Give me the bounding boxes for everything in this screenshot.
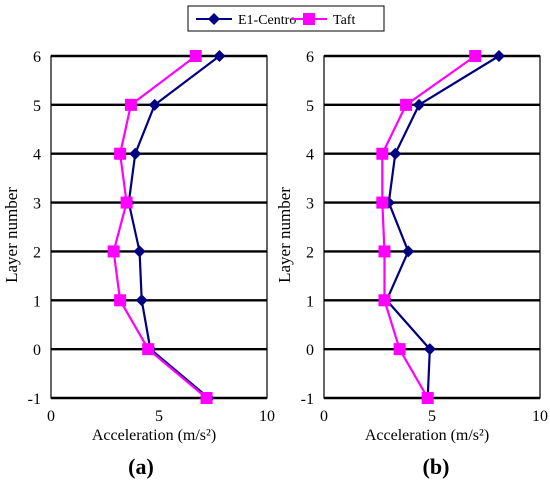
data-point xyxy=(189,50,202,62)
data-point xyxy=(124,98,137,111)
data-point xyxy=(107,245,120,258)
data-point xyxy=(148,98,161,111)
data-point xyxy=(413,98,426,111)
data-point xyxy=(402,245,415,258)
x-tick-label: 5 xyxy=(155,408,163,425)
y-tick-label: 2 xyxy=(33,244,41,261)
data-point xyxy=(114,294,127,307)
data-point xyxy=(376,196,389,209)
data-point xyxy=(129,147,142,160)
panel-label: (a) xyxy=(128,454,154,479)
y-tick-label: 3 xyxy=(306,196,314,213)
x-tick-label: 10 xyxy=(259,408,275,425)
data-point xyxy=(393,343,406,356)
data-point xyxy=(378,294,391,307)
data-point xyxy=(469,50,482,62)
series-taft xyxy=(107,50,213,404)
series-line xyxy=(112,55,208,399)
y-tick-label: 3 xyxy=(33,196,41,213)
x-tick-labels: 0 5 10 xyxy=(47,408,275,425)
legend-entry-e1-centro: E1-Centro xyxy=(196,13,296,28)
y-tick-label: 6 xyxy=(33,49,41,66)
y-tick-label: 1 xyxy=(306,293,314,310)
legend-entry-taft: Taft xyxy=(291,13,355,28)
x-axis-title: Acceleration (m/s²) xyxy=(92,427,216,444)
data-point xyxy=(133,245,146,258)
panel-a: -1 0 1 2 3 4 5 6 0 5 10 Acceleration (m/s²) Layer nu… xyxy=(2,49,275,479)
series-line xyxy=(127,55,221,399)
y-tick-label: 5 xyxy=(306,98,314,115)
series-line xyxy=(385,55,500,399)
y-tick-label: 6 xyxy=(306,49,314,66)
data-point xyxy=(492,50,505,62)
panel-b: -1 0 1 2 3 4 5 6 0 5 10 Acceleration (m/s²) Layer nu… xyxy=(275,49,548,479)
series-e1-centro xyxy=(122,50,226,404)
data-point xyxy=(142,343,155,356)
y-tick-label: 0 xyxy=(306,342,314,359)
x-tick-labels: 0 5 10 xyxy=(320,408,548,425)
x-axis-title: Acceleration (m/s²) xyxy=(365,427,489,444)
y-tick-label: 0 xyxy=(33,342,41,359)
series-taft xyxy=(376,50,482,404)
legend-marker xyxy=(303,13,315,25)
y-tick-labels: -1 0 1 2 3 4 5 6 xyxy=(28,49,41,408)
legend-label: E1-Centro xyxy=(238,13,296,28)
y-tick-label: -1 xyxy=(28,391,41,408)
y-tick-label: 4 xyxy=(33,147,41,164)
x-tick-label: 5 xyxy=(428,408,436,425)
data-point xyxy=(213,50,226,62)
x-tick-label: 0 xyxy=(47,408,55,425)
y-axis-title: Layer number xyxy=(275,187,294,283)
data-point xyxy=(376,147,389,160)
data-point xyxy=(114,147,127,160)
data-point xyxy=(423,343,436,356)
panel-label: (b) xyxy=(423,454,450,479)
x-tick-label: 0 xyxy=(320,408,328,425)
legend: E1-Centro Taft xyxy=(187,5,385,32)
data-point xyxy=(400,98,413,111)
data-point xyxy=(378,245,391,258)
data-point xyxy=(389,147,402,160)
x-tick-label: 10 xyxy=(532,408,548,425)
data-point xyxy=(120,196,133,209)
data-point xyxy=(421,392,434,404)
data-point xyxy=(200,392,213,404)
plot-frame xyxy=(50,55,268,399)
data-point xyxy=(135,294,148,307)
gridlines xyxy=(51,54,267,400)
y-tick-label: 2 xyxy=(306,244,314,261)
y-tick-label: -1 xyxy=(301,391,314,408)
legend-marker xyxy=(208,13,220,25)
y-tick-label: 5 xyxy=(33,98,41,115)
series-line xyxy=(381,55,476,399)
y-axis-title: Layer number xyxy=(2,187,21,283)
legend-label: Taft xyxy=(333,13,355,28)
y-tick-label: 1 xyxy=(33,293,41,310)
y-tick-label: 4 xyxy=(306,147,314,164)
y-tick-labels: -1 0 1 2 3 4 5 6 xyxy=(301,49,314,408)
